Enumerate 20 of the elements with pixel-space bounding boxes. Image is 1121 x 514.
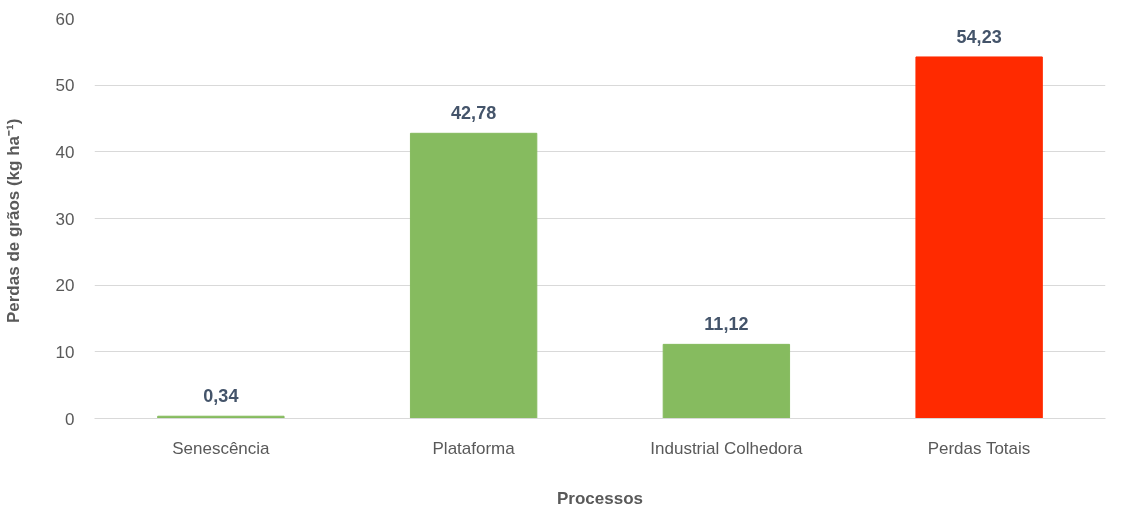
bar (915, 56, 1043, 419)
data-label: 42,78 (451, 103, 497, 124)
y-tick-label: 10 (55, 342, 75, 362)
y-axis-title: Perdas de grãos (kg ha⁻¹) (3, 118, 23, 324)
x-tick-label: Senescência (172, 438, 271, 458)
x-tick-label: Perdas Totais (927, 438, 1031, 458)
x-axis-title: Processos (557, 488, 643, 508)
y-tick-label: 30 (55, 209, 75, 229)
y-tick-label: 40 (55, 142, 75, 162)
y-tick-label: 20 (55, 276, 75, 296)
y-tick-label: 0 (65, 409, 75, 429)
data-label: 54,23 (956, 26, 1002, 47)
y-tick-label: 50 (55, 76, 75, 96)
data-label: 11,12 (704, 314, 749, 335)
x-tick-label: Plataforma (432, 438, 516, 458)
x-tick-label: Industrial Colhedora (650, 438, 803, 458)
y-tick-label: 60 (55, 9, 75, 29)
bar (409, 132, 538, 419)
bar (662, 343, 791, 419)
data-label: 0,34 (203, 386, 239, 407)
